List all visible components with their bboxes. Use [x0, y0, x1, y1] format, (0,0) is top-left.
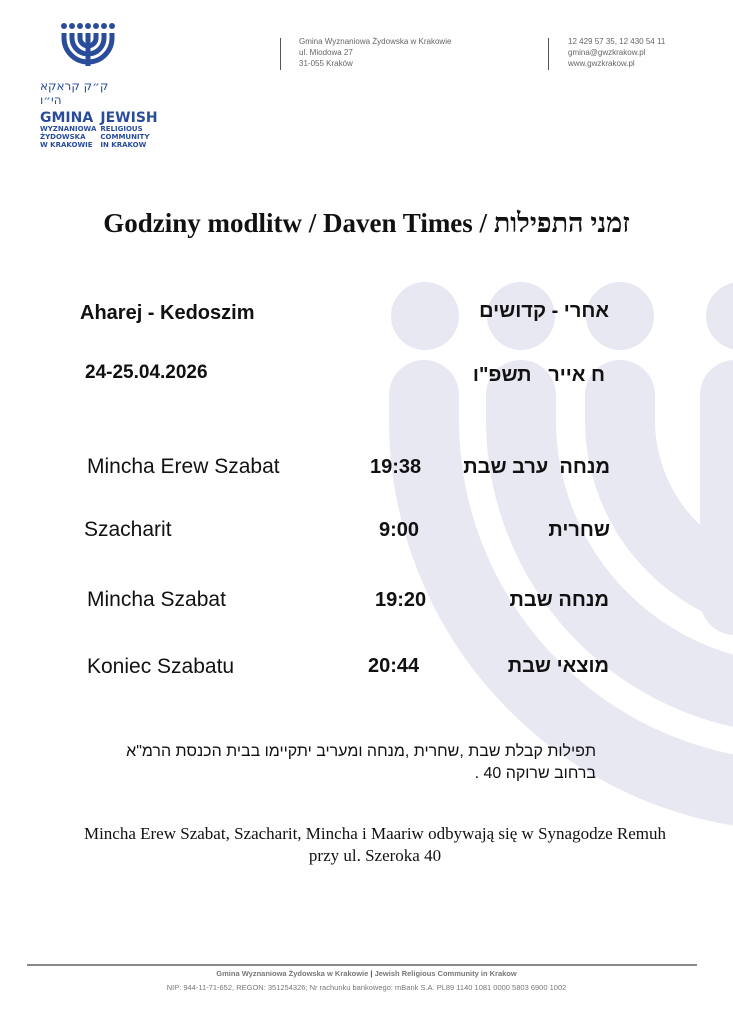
- prayer-name-pl: Szacharit: [84, 518, 172, 541]
- website-link[interactable]: www.gwzkrakow.pl: [568, 59, 635, 68]
- note-line: תפילות קבלת שבת ,שחרית ,מנחה ומעריב יתקי…: [126, 743, 596, 760]
- footer-divider: [27, 964, 697, 966]
- footer-line-1: Gmina Wyznaniowa Żydowska w Krakowie | J…: [0, 969, 733, 978]
- prayer-name-pl: Mincha Szabat: [87, 588, 226, 611]
- prayer-time: 9:00: [379, 519, 420, 541]
- footer-line-2: NIP: 944-11-71-652, REGON: 351254326; Nr…: [166, 983, 567, 992]
- logo-gmina: GMINA: [40, 110, 94, 126]
- header-divider: [280, 38, 281, 70]
- prayer-name-he: שחרית: [548, 519, 610, 541]
- logo-line: WYZNANIOWA: [40, 125, 97, 133]
- prayer-time: 19:20: [375, 589, 427, 611]
- prayer-name-he: מנחה שבת: [509, 589, 609, 611]
- date-hebrew: ח אייר תשפ"ו: [472, 364, 605, 386]
- menorah-icon: [61, 23, 115, 66]
- note-hebrew: תפילות קבלת שבת ,שחרית ,מנחה ומעריב יתקי…: [126, 741, 596, 785]
- note-line: ברחוב שרוקה 40 .: [474, 765, 596, 782]
- logo-line: ŻYDOWSKA: [40, 133, 86, 141]
- logo-line: RELIGIOUS: [100, 125, 143, 133]
- parasha-he: אחרי - קדושים: [479, 300, 609, 322]
- logo-line: IN KRAKOW: [100, 141, 147, 149]
- logo-jewish: JEWISH: [100, 110, 158, 126]
- note-line: przy ul. Szeroka 40: [308, 846, 442, 865]
- prayer-name-he: מוצאי שבת: [507, 655, 609, 677]
- footer-separator: |: [370, 969, 373, 978]
- note-line: Mincha Erew Szabat, Szacharit, Mincha i …: [83, 824, 667, 843]
- prayer-time: 19:38: [370, 456, 422, 478]
- prayer-time: 20:44: [368, 655, 420, 677]
- prayer-name-pl: Koniec Szabatu: [87, 655, 235, 678]
- address-line: ul. Miodowa 27: [299, 48, 353, 57]
- logo: ק״ק קראקא הי״ו GMINA WYZNANIOWA ŻYDOWSKA…: [40, 22, 158, 149]
- logo-hebrew: ק״ק קראקא הי״ו: [40, 79, 109, 107]
- prayer-name-he: מנחה ערב שבת: [463, 456, 610, 478]
- prayer-name-pl: Mincha Erew Szabat: [87, 455, 280, 478]
- footer-org-en: Jewish Religious Community in Krakow: [374, 969, 517, 978]
- address-line: 31-055 Kraków: [299, 59, 353, 68]
- logo-line: COMMUNITY: [100, 133, 150, 141]
- logo-line: W KRAKOWIE: [40, 141, 93, 149]
- parasha-pl: Aharej - Kedoszim: [80, 302, 255, 324]
- date-gregorian: 24-25.04.2026: [85, 362, 208, 383]
- header-contact: 12 429 57 35, 12 430 54 11 gmina@gwzkrak…: [568, 36, 665, 69]
- phone-text: 12 429 57 35, 12 430 54 11: [568, 37, 666, 46]
- address-line: Gmina Wyznaniowa Żydowska w Krakowie: [299, 37, 452, 46]
- footer-org-pl: Gmina Wyznaniowa Żydowska w Krakowie: [216, 969, 369, 978]
- note-polish: Mincha Erew Szabat, Szacharit, Mincha i …: [0, 823, 733, 867]
- email-link[interactable]: gmina@gwzkrakow.pl: [568, 48, 646, 57]
- header-divider: [548, 38, 549, 70]
- header-address: Gmina Wyznaniowa Żydowska w Krakowie ul.…: [299, 36, 451, 69]
- page-title: Godziny modlitw / Daven Times / זמני התפ…: [103, 208, 630, 238]
